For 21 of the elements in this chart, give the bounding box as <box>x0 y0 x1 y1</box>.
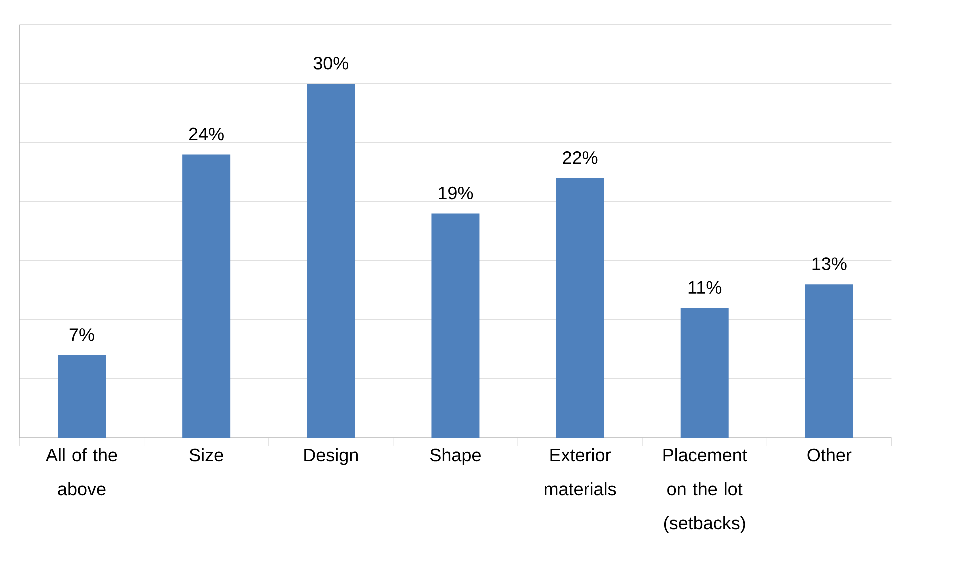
data-label: 19% <box>439 186 474 200</box>
bar <box>58 355 106 438</box>
x-tick-label: Exterior materials <box>544 448 616 496</box>
x-tick-label: Design <box>304 448 358 466</box>
bar <box>182 154 231 438</box>
x-tick-label: All of the above <box>46 448 118 496</box>
bar <box>432 214 480 438</box>
data-label: 22% <box>563 152 598 164</box>
x-tick-label: Placement on the lot (setbacks) <box>664 448 748 534</box>
x-tick-label: Size <box>190 448 224 462</box>
bar <box>680 308 729 438</box>
data-label: 11% <box>688 281 722 294</box>
data-label: 7% <box>70 328 94 342</box>
bar <box>307 84 356 438</box>
x-tick-label: Other <box>808 448 852 462</box>
data-label: 24% <box>189 128 224 141</box>
bar <box>556 178 604 438</box>
x-tick-label: Shape <box>430 448 481 466</box>
data-label: 13% <box>812 258 847 270</box>
data-label: 30% <box>314 57 349 70</box>
bar <box>805 284 854 438</box>
